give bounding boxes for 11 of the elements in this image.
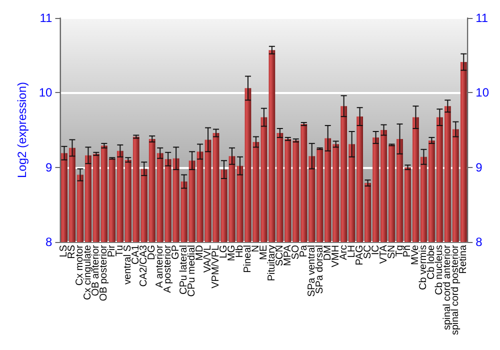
y2-tick-label: 8 [476,235,483,249]
x-tick-label: Retina [458,244,470,274]
y-tick-label: 11 [40,11,53,25]
y-tick-label: 8 [46,235,53,249]
y-tick-label: 9 [46,160,53,174]
y-tick-label: 10 [38,86,53,100]
y2-tick-label: 9 [476,160,483,174]
x-tick-label: Tg [394,245,406,257]
y2-tick-label: 11 [476,11,488,25]
y2-tick-label: 10 [476,86,490,100]
y-axis-title: Log2 (expression) [15,82,29,178]
